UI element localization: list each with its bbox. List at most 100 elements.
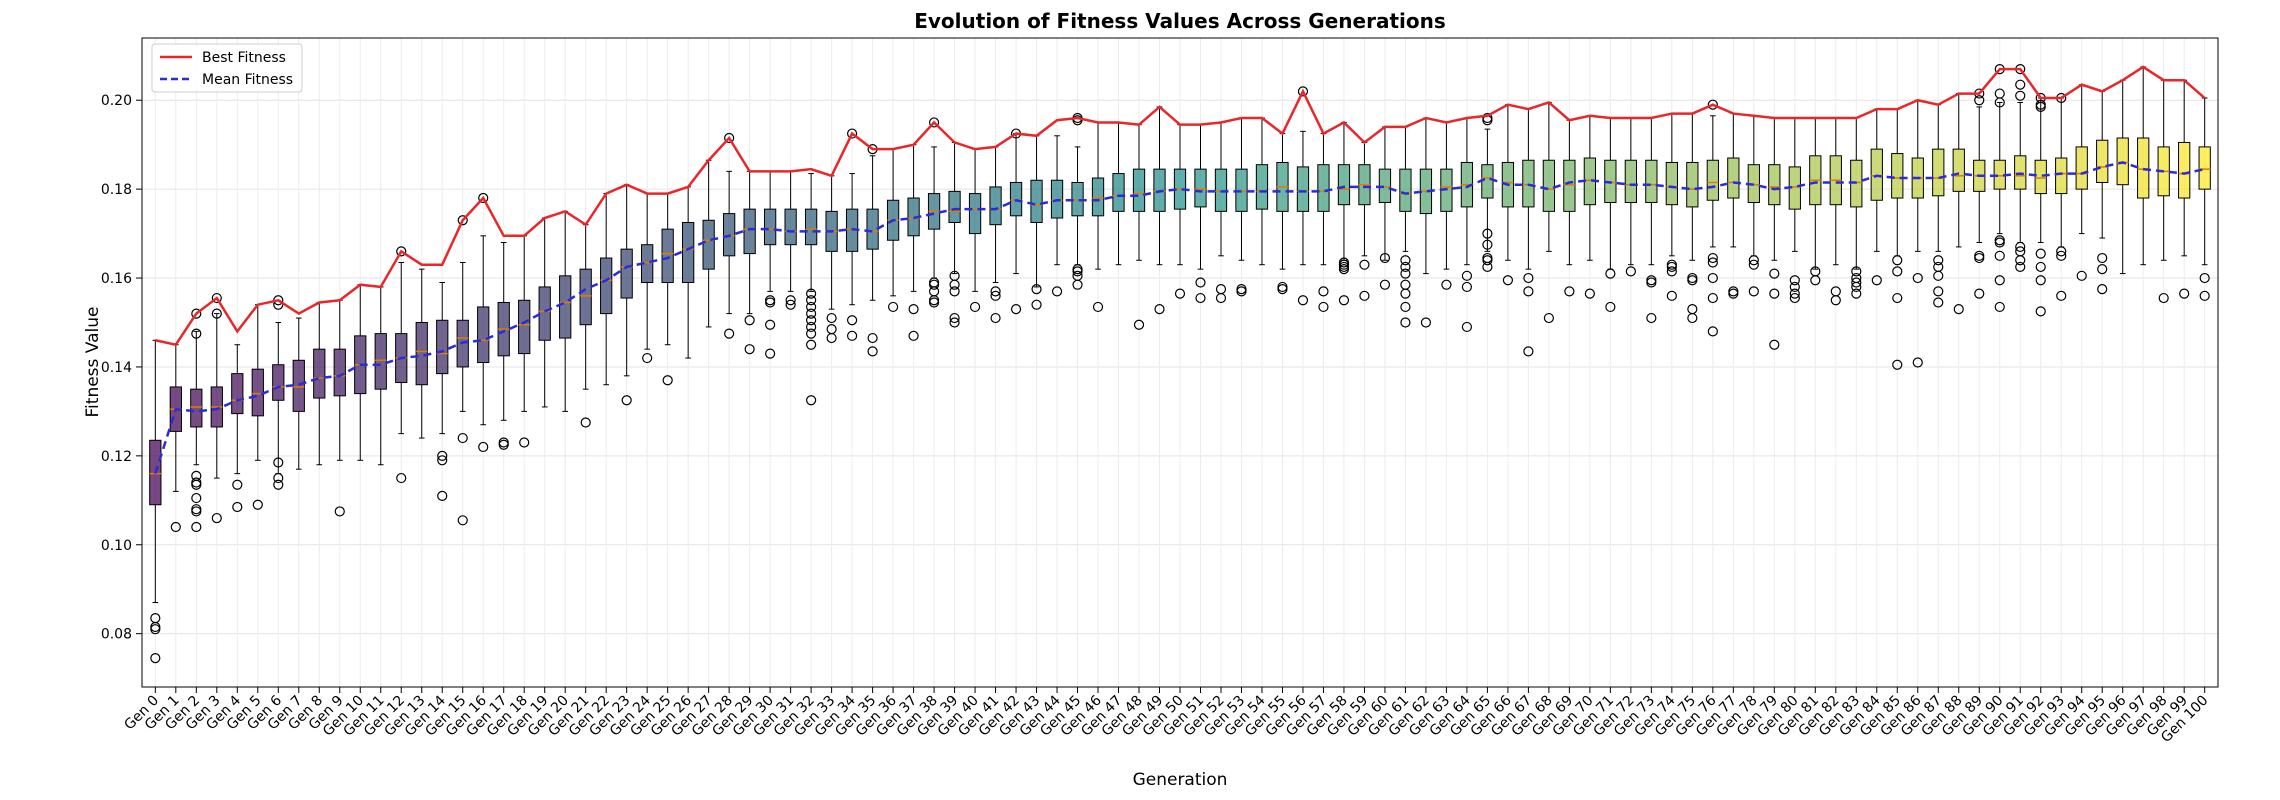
outlier-point [1974, 288, 1985, 299]
outlier-point [191, 477, 202, 488]
outlier-point [1769, 268, 1780, 279]
outlier-point [867, 332, 878, 344]
iqr-box [989, 186, 1002, 226]
outlier-point [2076, 270, 2087, 281]
legend-label-mean-fitness: Mean Fitness [202, 72, 293, 88]
outlier-point [170, 521, 181, 533]
outlier-point [847, 330, 858, 341]
outlier-point [1912, 272, 1923, 284]
iqr-box [784, 208, 797, 246]
box-gen-85 [1891, 108, 1904, 257]
outlier-point [990, 290, 1001, 301]
outlier-point [1625, 266, 1636, 277]
outlier-point [1461, 321, 1473, 333]
iqr-box [1686, 161, 1699, 208]
box-gen-3 [210, 313, 223, 479]
iqr-box [1317, 164, 1330, 212]
outlier-point [232, 501, 243, 513]
outlier-point [1666, 259, 1677, 270]
outlier-point [1748, 259, 1759, 270]
box-gen-100 [2198, 97, 2211, 266]
outlier-point [1400, 261, 1411, 273]
iqr-box [1112, 173, 1125, 212]
outlier-point [1195, 292, 1206, 304]
box-gen-27 [702, 159, 715, 328]
outlier-point [1502, 275, 1513, 286]
outlier-point [437, 450, 448, 461]
outlier-point [191, 308, 202, 319]
outlier-point [1482, 112, 1493, 124]
iqr-box [1091, 177, 1105, 217]
iqr-box [1255, 164, 1269, 210]
outlier-point [806, 288, 817, 299]
box-gen-60 [1378, 126, 1392, 261]
outlier-point [1154, 304, 1165, 315]
iqr-box [477, 306, 490, 364]
line-layer [154, 65, 2206, 475]
outlier-point [990, 286, 1001, 297]
outlier-point [2199, 290, 2210, 301]
outlier-point [1010, 304, 1022, 315]
iqr-box [661, 228, 674, 283]
box-gen-2 [190, 330, 203, 466]
outlier-point [1297, 86, 1309, 97]
outlier-point [1851, 288, 1862, 299]
y-tick-label: 0.16 [101, 271, 132, 287]
outlier-point [1933, 286, 1944, 297]
outlier-point [744, 344, 755, 355]
outlier-point [232, 479, 243, 490]
box-gen-14 [436, 281, 449, 435]
box-gen-82 [1829, 117, 1842, 266]
outlier-point [1379, 279, 1391, 290]
outlier-point [806, 315, 817, 326]
box-gen-88 [1952, 93, 1965, 248]
outlier-point [2035, 248, 2046, 259]
outlier-point [1707, 257, 1718, 268]
outlier-point [2179, 288, 2190, 299]
outlier-point [150, 612, 161, 624]
outlier-point [1359, 259, 1370, 270]
outlier-point [785, 299, 796, 310]
outlier-point [765, 319, 776, 330]
outlier-point [1564, 286, 1575, 297]
outlier-point [765, 348, 776, 359]
outlier-point [969, 301, 981, 313]
outlier-point [1215, 284, 1227, 295]
outlier-point [642, 352, 653, 364]
y-tick-label: 0.20 [101, 93, 132, 109]
outlier-point [928, 117, 940, 128]
outlier-point [949, 312, 960, 324]
outlier-point [1338, 295, 1350, 306]
iqr-box [2137, 137, 2150, 199]
outlier-point [457, 215, 468, 226]
chart-title: Evolution of Fitness Values Across Gener… [914, 9, 1446, 33]
iqr-box [1891, 153, 1904, 199]
outlier-point [1072, 264, 1083, 275]
outlier-point [2097, 284, 2108, 295]
outlier-point [1605, 268, 1616, 279]
outlier-point [1646, 275, 1657, 286]
outlier-point [847, 315, 858, 326]
outlier-point [826, 312, 837, 324]
iqr-box [231, 373, 244, 415]
box-gen-87 [1932, 104, 1945, 252]
outlier-point [1933, 255, 1944, 266]
outlier-point [990, 312, 1001, 324]
x-axis-title: Generation [1133, 770, 1228, 790]
outlier-point [1851, 266, 1862, 277]
outlier-point [765, 295, 776, 306]
outlier-point [580, 417, 591, 428]
outlier-point [1769, 339, 1780, 350]
outlier-point [1482, 252, 1493, 264]
outlier-point [1195, 277, 1206, 288]
outlier-point [1666, 266, 1677, 277]
outlier-point [621, 395, 632, 406]
outlier-point [1543, 312, 1554, 324]
box-gen-39 [948, 141, 961, 275]
iqr-box [968, 193, 982, 235]
outlier-point [2097, 264, 2108, 275]
box-gen-99 [2178, 79, 2191, 257]
iqr-box [1194, 168, 1207, 208]
outlier-point [1810, 266, 1821, 277]
